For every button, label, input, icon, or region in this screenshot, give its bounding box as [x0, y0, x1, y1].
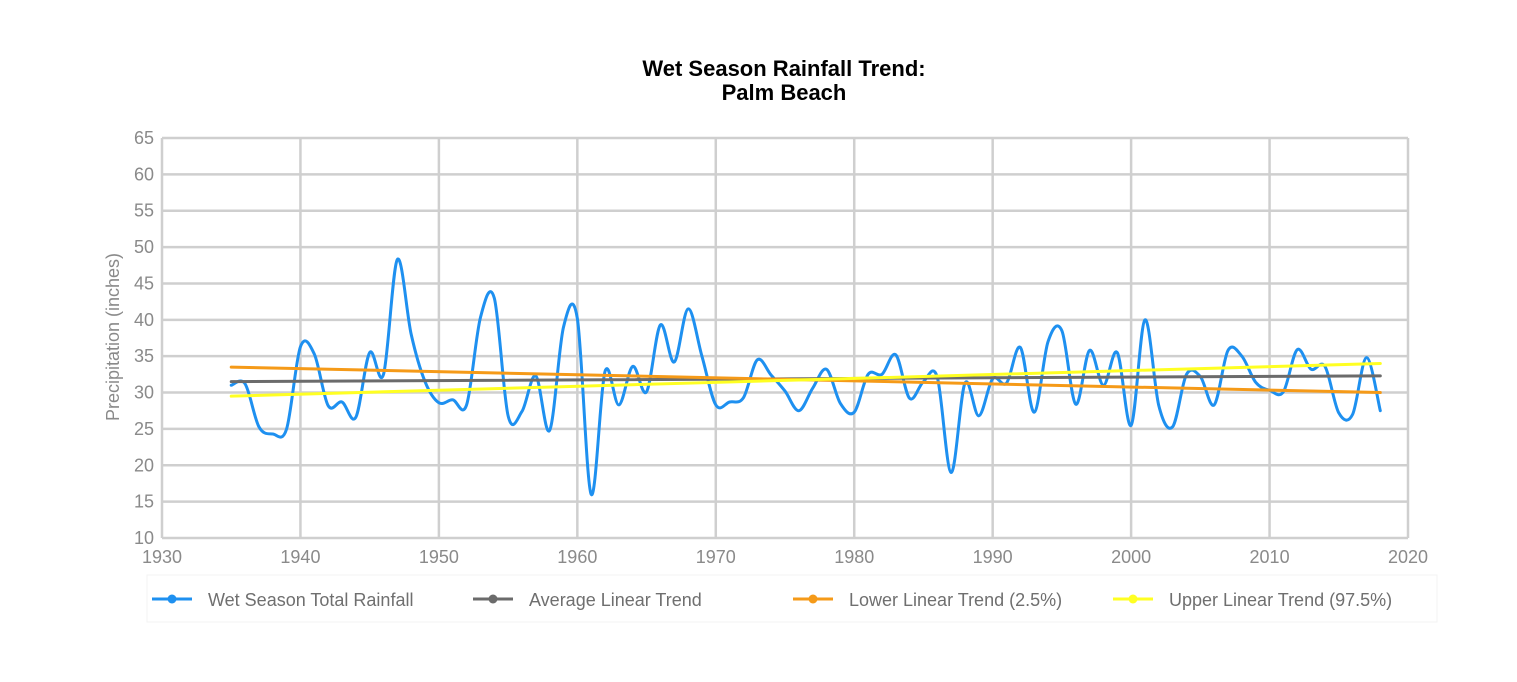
- legend-label: Upper Linear Trend (97.5%): [1169, 590, 1392, 610]
- y-tick-label: 40: [134, 310, 154, 330]
- grid: [160, 136, 1410, 540]
- legend-item-upper: Upper Linear Trend (97.5%): [1113, 590, 1392, 610]
- y-tick-label: 65: [134, 128, 154, 148]
- x-tick-label: 2000: [1111, 547, 1151, 567]
- legend: Wet Season Total Rainfall Average Linear …: [152, 590, 1392, 610]
- legend-item-average: Average Linear Trend: [473, 590, 702, 610]
- y-tick-label: 10: [134, 528, 154, 548]
- y-tick-label: 15: [134, 492, 154, 512]
- legend-marker: [1128, 594, 1138, 604]
- x-tick-label: 1930: [142, 547, 182, 567]
- x-tick-label: 1960: [557, 547, 597, 567]
- y-tick-label: 55: [134, 201, 154, 221]
- upper-trend-line: [229, 361, 1382, 398]
- chart-title: Wet Season Rainfall Trend:: [642, 56, 925, 81]
- x-tick-label: 1950: [419, 547, 459, 567]
- y-axis-title: Precipitation (inches): [103, 253, 123, 421]
- legend-marker: [808, 594, 818, 604]
- y-tick-label: 20: [134, 455, 154, 475]
- y-tick-label: 25: [134, 419, 154, 439]
- y-tick-label: 60: [134, 164, 154, 184]
- axes: 10 15 20 25 30 35 40 45 50 55 60 65 1930 1940 1950 1960…: [134, 128, 1428, 567]
- x-tick-label: 1980: [834, 547, 874, 567]
- chart-subtitle: Palm Beach: [722, 80, 847, 105]
- x-tick-label: 1970: [696, 547, 736, 567]
- x-tick-label: 2010: [1250, 547, 1290, 567]
- legend-marker: [488, 594, 498, 604]
- legend-item-rainfall: Wet Season Total Rainfall: [152, 590, 413, 610]
- y-tick-label: 30: [134, 383, 154, 403]
- legend-item-lower: Lower Linear Trend (2.5%): [793, 590, 1062, 610]
- legend-label: Wet Season Total Rainfall: [208, 590, 413, 610]
- y-tick-label: 45: [134, 273, 154, 293]
- y-tick-label: 35: [134, 346, 154, 366]
- legend-label: Average Linear Trend: [529, 590, 702, 610]
- x-tick-label: 1990: [973, 547, 1013, 567]
- legend-label: Lower Linear Trend (2.5%): [849, 590, 1062, 610]
- y-tick-label: 50: [134, 237, 154, 257]
- legend-box: [146, 574, 1438, 623]
- x-tick-label: 2020: [1388, 547, 1428, 567]
- legend-marker: [167, 594, 177, 604]
- plot-area: [229, 257, 1382, 496]
- x-tick-label: 1940: [280, 547, 320, 567]
